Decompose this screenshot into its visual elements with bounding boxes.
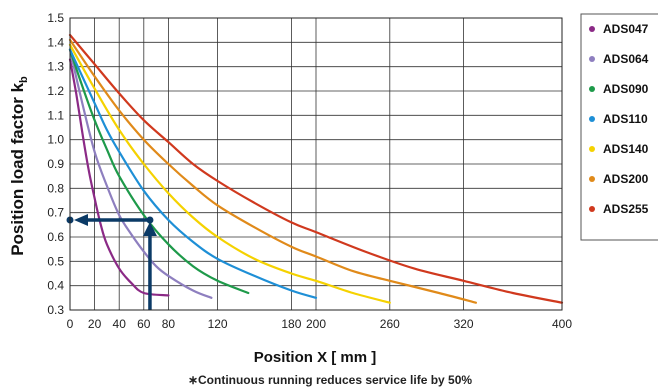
- x-tick-label: 260: [380, 317, 400, 331]
- legend-label-ads200: ADS200: [603, 172, 649, 186]
- y-axis-title-subscript: b: [18, 76, 30, 83]
- plot-border: [69, 17, 563, 311]
- legend-marker-ads110: [589, 116, 595, 122]
- x-tick-label: 0: [67, 317, 74, 331]
- series-line-ads064: [68, 48, 213, 299]
- y-tick-label: 1.5: [47, 11, 64, 25]
- x-tick-label: 180: [281, 317, 301, 331]
- y-tick-label: 0.5: [47, 254, 64, 268]
- x-tick-label: 120: [208, 317, 228, 331]
- x-tick-label: 60: [137, 317, 151, 331]
- y-axis-title-main: Position load factor k: [8, 82, 27, 255]
- legend-box: [580, 13, 658, 241]
- example-annotation: [66, 213, 157, 310]
- y-axis-ticks: 0.3 0.4 0.5 0.6 0.7 0.8 0.9 1.0 1.1 1.2 1.3 1.4 1.5: [47, 11, 64, 317]
- legend-marker-ads140: [589, 146, 595, 152]
- x-tick-label: 200: [306, 317, 326, 331]
- legend-marker-ads090: [589, 86, 595, 92]
- x-tick-label: 400: [552, 317, 572, 331]
- y-tick-label: 0.4: [47, 279, 64, 293]
- legend-marker-ads200: [589, 176, 595, 182]
- legend-marker-ads255: [589, 206, 595, 212]
- y-tick-label: 0.3: [47, 303, 64, 317]
- y-tick-label: 0.8: [47, 181, 64, 195]
- annotation-up-arrowhead: [142, 221, 157, 236]
- x-tick-label: 320: [454, 317, 474, 331]
- legend-label-ads110: ADS110: [603, 112, 648, 126]
- y-tick-label: 1.4: [47, 35, 64, 49]
- annotation-dot-intersection: [146, 216, 154, 224]
- y-axis-title: Position load factor kb: [8, 76, 30, 256]
- series-line-ads200: [68, 38, 477, 304]
- legend-label-ads047: ADS047: [603, 22, 649, 36]
- x-tick-label: 40: [113, 317, 127, 331]
- legend-label-ads255: ADS255: [603, 202, 649, 216]
- series-line-ads090: [68, 48, 250, 295]
- footnote: ∗Continuous running reduces service life…: [188, 373, 472, 387]
- series-layer: [68, 33, 564, 304]
- legend-label-ads090: ADS090: [603, 82, 649, 96]
- series-line-ads140: [68, 43, 391, 304]
- legend-marker-ads064: [589, 56, 595, 62]
- x-axis-title: Position X [ mm ]: [254, 349, 377, 366]
- series-line-ads255: [68, 33, 564, 304]
- legend-label-ads064: ADS064: [603, 52, 649, 66]
- y-tick-label: 1.2: [47, 84, 64, 98]
- y-tick-label: 1.3: [47, 60, 64, 74]
- legend-label-ads140: ADS140: [603, 142, 649, 156]
- legend-marker-ads047: [589, 26, 595, 32]
- series-line-ads110: [68, 48, 318, 299]
- annotation-left-arrowhead: [74, 213, 88, 226]
- x-axis-ticks: 0 20 40 60 80 120 180 200 260 320 400: [67, 317, 573, 331]
- series-line-ads047: [68, 58, 170, 297]
- x-tick-label: 80: [162, 317, 176, 331]
- x-tick-label: 20: [88, 317, 102, 331]
- y-tick-label: 1.1: [47, 108, 64, 122]
- y-tick-label: 0.6: [47, 230, 64, 244]
- legend: ADS047 ADS064 ADS090 ADS110 ADS140 ADS200 ADS2…: [580, 13, 658, 241]
- y-tick-label: 0.7: [47, 206, 64, 220]
- y-tick-label: 1.0: [47, 133, 64, 147]
- y-tick-label: 0.9: [47, 157, 64, 171]
